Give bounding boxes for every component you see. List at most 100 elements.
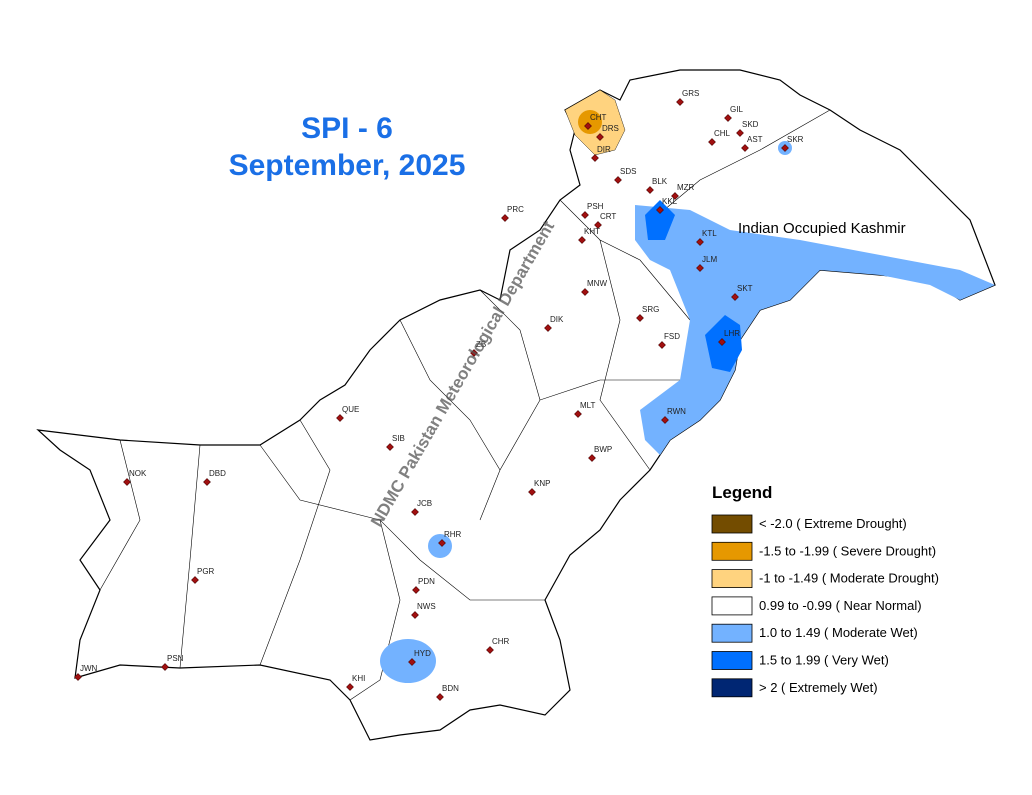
station-label: ZB [476, 340, 486, 349]
legend-label: > 2 ( Extremely Wet) [759, 680, 878, 695]
station-label: CHR [492, 637, 510, 646]
station-label: DRS [602, 124, 619, 133]
station-marker [203, 478, 211, 486]
station-marker [708, 138, 716, 146]
station-marker [528, 488, 536, 496]
station-marker [696, 264, 704, 272]
station-label: SKR [787, 135, 804, 144]
station-label: GIL [730, 105, 743, 114]
station-label: BDN [442, 684, 459, 693]
station-label: QUE [342, 405, 359, 414]
moderate-wet-area [428, 534, 452, 558]
station-label: RHR [444, 530, 462, 539]
station-marker [731, 293, 739, 301]
moderate-wet-area [635, 205, 995, 455]
legend-label: -1.5 to -1.99 ( Severe Drought) [759, 543, 936, 558]
station-label: RWN [667, 407, 686, 416]
legend-label: 1.5 to 1.99 ( Very Wet) [759, 653, 889, 668]
stations: GRS GIL SKD CHT DRS DIR CHL AST SKR SDS BLK MZR KKL P… [74, 89, 804, 701]
station-marker [486, 646, 494, 654]
station-marker [724, 114, 732, 122]
station-marker [470, 349, 478, 357]
station-label: AST [747, 135, 763, 144]
district-lines [99, 109, 831, 701]
legend-swatch [711, 569, 753, 588]
station-marker [408, 658, 416, 666]
station-label: PRC [507, 205, 524, 214]
station-label: KTL [702, 229, 717, 238]
legend-swatch [711, 678, 753, 698]
station-marker [336, 414, 344, 422]
station-marker [591, 154, 599, 162]
legend-title: Legend [712, 483, 772, 502]
station-marker [614, 176, 622, 184]
station-label: MZR [677, 183, 695, 192]
station-marker [596, 133, 604, 141]
severe-drought-area [578, 110, 602, 134]
station-marker [581, 288, 589, 296]
map-title: SPI - 6 [301, 112, 393, 145]
legend-label: -1 to -1.49 ( Moderate Drought) [759, 571, 939, 586]
station-marker [584, 122, 592, 130]
station-label: JWN [80, 664, 98, 673]
very-wet-area [645, 200, 675, 240]
station-label: CHL [714, 129, 731, 138]
station-marker [436, 693, 444, 701]
station-label: KKL [662, 197, 678, 206]
legend-swatch [711, 623, 753, 643]
station-marker [646, 186, 654, 194]
station-marker [74, 673, 82, 681]
station-marker [656, 206, 664, 214]
station-label: FSD [664, 332, 680, 341]
station-label: BWP [594, 445, 612, 454]
station-label: SRG [642, 305, 659, 314]
station-label: SIB [392, 434, 405, 443]
station-marker [588, 454, 596, 462]
station-marker [636, 314, 644, 322]
station-label: HYD [414, 649, 431, 658]
station-marker [574, 410, 582, 418]
station-label: KHT [584, 227, 600, 236]
station-label: DIK [550, 315, 564, 324]
station-marker [501, 214, 509, 222]
station-label: MNW [587, 279, 607, 288]
legend-label: < -2.0 ( Extreme Drought) [759, 516, 907, 531]
station-marker [386, 443, 394, 451]
station-label: SDS [620, 167, 636, 176]
station-marker [346, 683, 354, 691]
station-marker [781, 144, 789, 152]
legend-label: 0.99 to -0.99 ( Near Normal) [759, 598, 922, 613]
station-label: NOK [129, 469, 147, 478]
station-label: PGR [197, 567, 215, 576]
station-label: JCB [417, 499, 432, 508]
station-label: MLT [580, 401, 596, 410]
station-label: KHI [352, 674, 365, 683]
station-marker [658, 341, 666, 349]
annotation: Indian Occupied Kashmir [738, 220, 906, 237]
legend-swatch [711, 541, 753, 561]
station-label: LHR [724, 329, 740, 338]
station-marker [123, 478, 131, 486]
station-marker [594, 221, 602, 229]
station-marker [676, 98, 684, 106]
station-marker [161, 663, 169, 671]
station-label: JLM [702, 255, 717, 264]
station-marker [191, 576, 199, 584]
station-marker [661, 416, 669, 424]
station-label: CRT [600, 212, 616, 221]
station-label: NWS [417, 602, 436, 611]
station-label: PSN [167, 654, 184, 663]
station-marker [696, 238, 704, 246]
station-marker [736, 129, 744, 137]
station-label: DBD [209, 469, 226, 478]
legend-swatch [711, 651, 753, 670]
station-marker [411, 508, 419, 516]
station-label: SKD [742, 120, 759, 129]
station-label: DIR [597, 145, 611, 154]
station-marker [671, 192, 679, 200]
legend-label: 1.0 to 1.49 ( Moderate Wet) [759, 625, 918, 640]
station-label: GRS [682, 89, 699, 98]
station-marker [741, 144, 749, 152]
station-marker [544, 324, 552, 332]
